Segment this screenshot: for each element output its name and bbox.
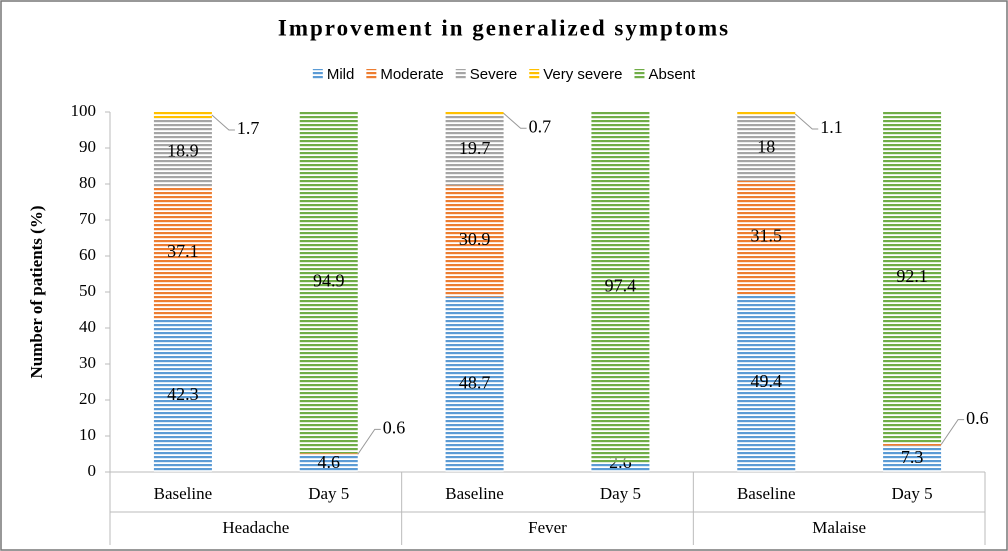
y-tick-label: 60 [79,245,96,264]
bar-segment [299,453,358,456]
label-leader [940,419,965,445]
group-label: Headache [222,518,289,537]
data-label: 0.7 [529,116,552,136]
bar-segment [737,115,796,181]
bar-segment [737,112,796,116]
label-leader [357,428,381,455]
bar-segment [153,112,212,119]
y-tick-label: 90 [79,137,96,156]
label-leader [211,114,235,131]
bar-segment [883,443,942,446]
y-tick-label: 10 [79,425,96,444]
data-label: 94.9 [313,271,345,291]
bar-segment [445,185,504,297]
x-tick-label: Baseline [737,484,796,503]
legend-swatch [529,69,540,79]
chart-title: Improvement in generalized symptoms [278,15,730,40]
legend-label: Absent [648,66,696,83]
data-label: 1.1 [820,117,843,137]
bar-segment [737,294,796,472]
data-label: 0.6 [383,417,406,437]
legend-label: Very severe [543,66,622,83]
bar-segment [153,186,212,320]
bar-segment [591,112,650,463]
y-tick-label: 100 [71,101,97,120]
bar-segment [445,114,504,186]
legend-label: Moderate [380,66,443,83]
y-tick-label: 80 [79,173,96,192]
bar-segment [153,319,212,472]
x-tick-label: Baseline [445,484,504,503]
data-label: 97.4 [605,275,637,295]
bar-segment [883,445,942,472]
legend-swatch [366,69,377,79]
legend-label: Severe [470,66,518,83]
data-label: 4.6 [318,452,341,472]
legend-swatch [312,69,323,79]
data-label: 7.3 [901,447,924,467]
legend-label: Mild [327,66,355,83]
data-label: 18.9 [167,140,199,160]
bar-segment [591,462,650,472]
legend-swatch [455,69,466,79]
y-tick-label: 30 [79,353,96,372]
data-label: 92.1 [896,266,928,286]
data-label: 42.3 [167,384,199,404]
bar-segment [737,180,796,295]
bar-segment [299,111,358,454]
data-label: 31.5 [751,226,783,246]
data-label: 37.1 [167,241,199,261]
y-tick-label: 70 [79,209,96,228]
bar-segment [299,455,358,472]
label-leader [503,112,527,129]
legend-swatch [634,69,645,79]
bar-segment [445,112,504,115]
x-tick-label: Day 5 [600,484,641,503]
data-label: 48.7 [459,372,491,392]
data-label: 0.6 [966,408,989,428]
bar-segment [883,112,942,444]
y-tick-label: 50 [79,281,96,300]
data-label: 30.9 [459,229,491,249]
y-tick-label: 40 [79,317,96,336]
bar-segment [445,296,504,472]
y-axis-label: Number of patients (%) [27,206,46,379]
x-tick-label: Baseline [154,484,213,503]
data-label: 1.7 [237,118,260,138]
y-tick-label: 20 [79,389,96,408]
y-tick-label: 0 [88,461,97,480]
x-tick-label: Day 5 [308,484,349,503]
label-leader [794,113,819,130]
data-label: 19.7 [459,138,491,158]
group-label: Malaise [812,518,866,537]
group-label: Fever [528,518,567,537]
data-label: 49.4 [751,371,783,391]
x-tick-label: Day 5 [892,484,933,503]
bar-segment [153,118,212,187]
data-label: 18 [757,136,775,156]
